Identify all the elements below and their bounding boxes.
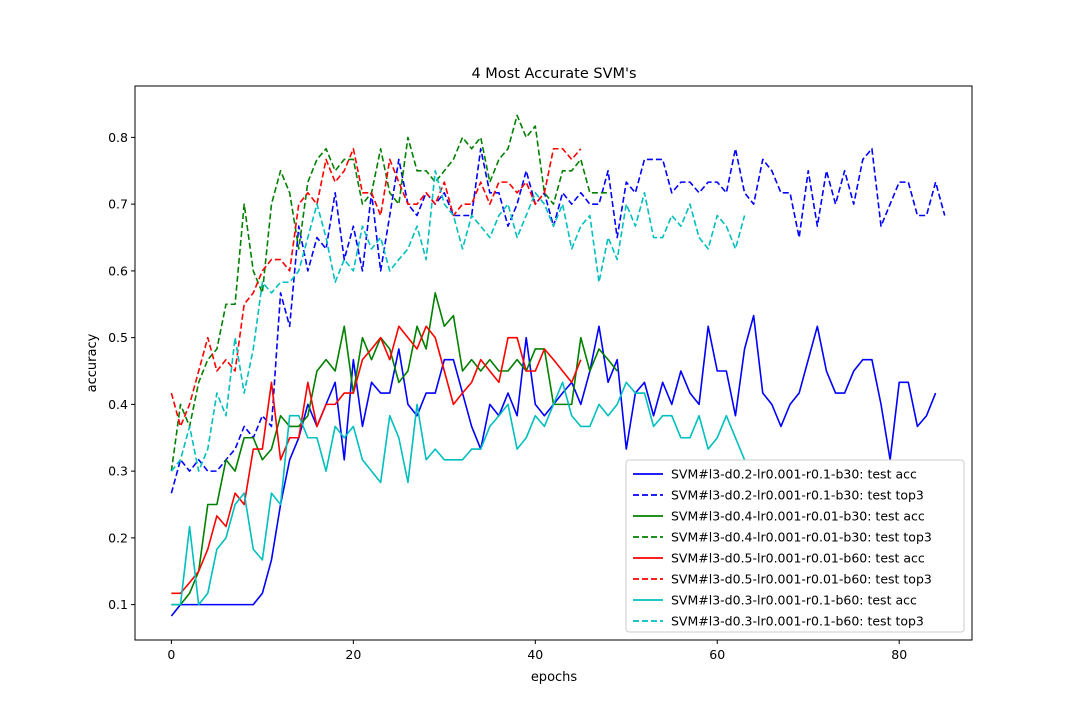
x-tick-label: 80 — [891, 647, 907, 662]
legend-label-1: SVM#l3-d0.2-lr0.001-r0.1-b30: test acc — [671, 467, 917, 482]
series-line-8 — [170, 169, 746, 472]
y-tick-label: 0.7 — [108, 197, 128, 212]
series-line-4 — [170, 114, 609, 472]
y-axis-label: accuracy — [85, 333, 100, 392]
y-axis-ticks: 0.1 0.2 0.3 0.4 0.5 0.6 0.7 0.8 — [108, 130, 135, 612]
x-axis-ticks: 0 20 40 60 80 — [167, 640, 907, 662]
legend-box — [625, 459, 965, 633]
series-line-5 — [171, 325, 582, 595]
y-tick-label: 0.4 — [108, 397, 128, 412]
series-line-3 — [171, 292, 618, 606]
legend-label-3: SVM#l3-d0.4-lr0.001-r0.01-b30: test acc — [671, 509, 925, 524]
y-tick-label: 0.1 — [108, 597, 128, 612]
x-tick-label: 20 — [345, 647, 361, 662]
series-line-7 — [171, 381, 746, 606]
legend-label-5: SVM#l3-d0.5-lr0.001-r0.01-b60: test acc — [671, 551, 925, 566]
x-tick-label: 40 — [527, 647, 543, 662]
legend-label-6: SVM#l3-d0.5-lr0.001-r0.01-b60: test top3 — [671, 572, 932, 587]
y-tick-label: 0.6 — [108, 263, 128, 278]
x-tick-label: 60 — [709, 647, 725, 662]
chart-title: 4 Most Accurate SVM's — [471, 66, 636, 82]
legend-label-4: SVM#l3-d0.4-lr0.001-r0.01-b30: test top3 — [671, 530, 932, 545]
x-tick-label: 0 — [167, 647, 175, 662]
y-tick-label: 0.8 — [108, 130, 128, 145]
y-tick-label: 0.3 — [108, 464, 128, 479]
x-axis-label: epochs — [531, 670, 578, 685]
y-tick-label: 0.2 — [108, 530, 128, 545]
legend-label-2: SVM#l3-d0.2-lr0.001-r0.1-b30: test top3 — [671, 488, 924, 503]
legend-label-8: SVM#l3-d0.3-lr0.001-r0.1-b60: test top3 — [671, 614, 924, 629]
y-tick-label: 0.5 — [108, 330, 128, 345]
plot-area-frame — [134, 85, 973, 641]
legend: SVM#l3-d0.2-lr0.001-r0.1-b30: test acc SV… — [625, 459, 965, 633]
legend-label-7: SVM#l3-d0.3-lr0.001-r0.1-b60: test acc — [671, 593, 917, 608]
series-lines — [170, 114, 946, 617]
series-line-6 — [170, 147, 582, 428]
